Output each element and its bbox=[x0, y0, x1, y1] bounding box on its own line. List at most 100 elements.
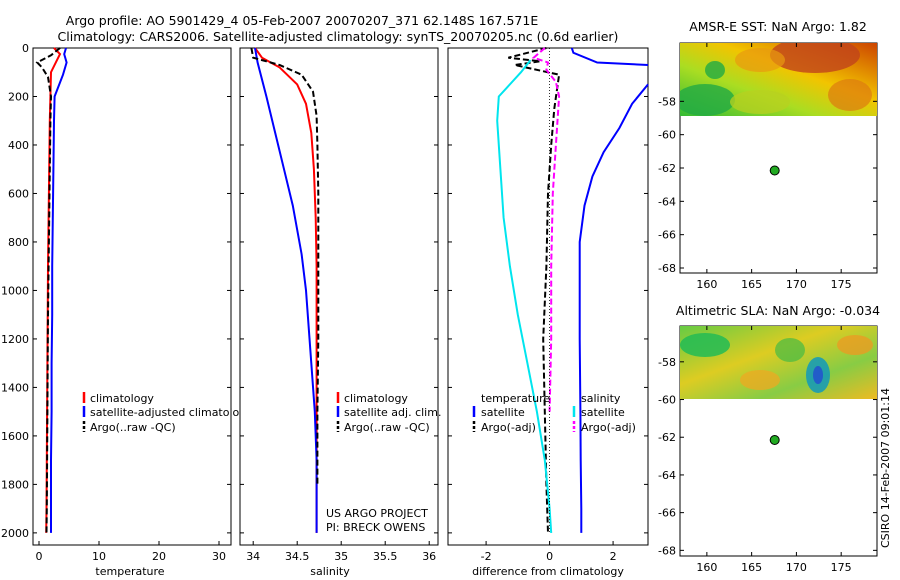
salinity-series-argo-raw-qc- bbox=[250, 47, 320, 485]
depth-tick-label: 800 bbox=[8, 236, 29, 249]
difference-x-tick-label: 2 bbox=[610, 550, 617, 563]
salinity-x-tick-label: 35 bbox=[334, 550, 348, 563]
sst-map-panel: AMSR-E SST: NaN Argo: 1.82 160 165 170 175 -… bbox=[658, 19, 878, 291]
diff-legend-header-salinity: salinity bbox=[581, 392, 621, 405]
sal-legend-satellite: satellite adj. clim. bbox=[344, 406, 441, 419]
difference-panel: -2 0 2 difference from climatology tempera… bbox=[447, 47, 649, 578]
temperature-x-tick-label: 30 bbox=[212, 550, 226, 563]
salinity-x-label: salinity bbox=[310, 565, 350, 578]
pi-annotation: PI: BRECK OWENS bbox=[326, 521, 425, 534]
sst-map-title: AMSR-E SST: NaN Argo: 1.82 bbox=[689, 19, 867, 34]
depth-tick-label: 1600 bbox=[1, 430, 29, 443]
sst-cool-patch bbox=[680, 84, 735, 116]
diff-legend-temp-satellite: satellite bbox=[481, 406, 525, 419]
sla-map-panel: Altimetric SLA: NaN Argo: -0.034 160 165 1… bbox=[658, 303, 880, 574]
salinity-x-tick-label: 34.5 bbox=[285, 550, 310, 563]
altimetric-sla-lat-label: -68 bbox=[658, 544, 676, 557]
temperature-x-tick-label: 0 bbox=[36, 550, 43, 563]
difference-legend: temperature salinity satellite Argo(-adj… bbox=[472, 392, 636, 434]
amsr-e-sst-lat-label: -66 bbox=[658, 229, 676, 242]
argo-float-marker bbox=[769, 435, 780, 445]
depth-tick-label: 1200 bbox=[1, 333, 29, 346]
difference-series-salinity-satellite bbox=[496, 59, 553, 533]
depth-tick-label: 600 bbox=[8, 187, 29, 200]
sst-warm-patch bbox=[770, 43, 860, 73]
temperature-series-climatology bbox=[45, 47, 62, 533]
temperature-x-tick-label: 20 bbox=[152, 550, 166, 563]
amsr-e-sst-lat-label: -64 bbox=[658, 195, 676, 208]
temperature-x-tick-label: 10 bbox=[92, 550, 106, 563]
temperature-plot-area: 0 10 20 30 0 200 400 600 800 1000 1200 1400 1600 1800… bbox=[1, 42, 231, 563]
difference-series-temperature-satellite bbox=[570, 47, 649, 66]
difference-x-label: difference from climatology bbox=[472, 565, 624, 578]
altimetric-sla-lon-label: 160 bbox=[696, 561, 717, 574]
salinity-series-climatology bbox=[254, 47, 318, 533]
sst-warm-patch-2 bbox=[735, 48, 785, 72]
difference-axes-frame bbox=[447, 47, 649, 546]
amsr-e-sst-lat-label: -58 bbox=[658, 95, 676, 108]
sla-low-patch-3 bbox=[775, 338, 805, 362]
sst-cool-patch-2 bbox=[705, 61, 725, 79]
depth-tick-label: 1000 bbox=[1, 284, 29, 297]
altimetric-sla-lon-label: 165 bbox=[741, 561, 762, 574]
difference-x-tick-label: 0 bbox=[546, 550, 553, 563]
depth-tick-label: 2000 bbox=[1, 527, 29, 540]
sla-map-axes: 160 165 170 175 -58 -60 -62 -64 -66 -68 bbox=[658, 326, 877, 574]
altimetric-sla-lat-label: -60 bbox=[658, 394, 676, 407]
temp-legend-argo: Argo(..raw -QC) bbox=[90, 421, 176, 434]
temperature-panel: 0 10 20 30 0 200 400 600 800 1000 1200 1400 1600 1800… bbox=[1, 42, 253, 578]
altimetric-sla-lon-label: 175 bbox=[831, 561, 852, 574]
diff-legend-temp-argo: Argo(-adj) bbox=[481, 421, 536, 434]
amsr-e-sst-lon-label: 170 bbox=[786, 278, 807, 291]
sla-heatmap bbox=[680, 326, 877, 399]
diff-legend-header-temperature: temperature bbox=[481, 392, 550, 405]
sst-warm-patch-3 bbox=[828, 79, 872, 111]
sla-low-core bbox=[813, 366, 823, 384]
csiro-timestamp: CSIRO 14-Feb-2007 09:01:14 bbox=[879, 388, 892, 548]
difference-series-salinity-argo-adj- bbox=[531, 47, 561, 412]
altimetric-sla-lat-label: -58 bbox=[658, 356, 676, 369]
salinity-panel: 34 34.5 35 35.5 36 salinity climatology sate… bbox=[239, 47, 441, 578]
diff-legend-sal-argo: Argo(-adj) bbox=[581, 421, 636, 434]
temperature-axes-frame bbox=[32, 47, 232, 546]
amsr-e-sst-lon-label: 165 bbox=[741, 278, 762, 291]
salinity-axes-frame bbox=[239, 47, 439, 546]
sla-map-title: Altimetric SLA: NaN Argo: -0.034 bbox=[676, 303, 880, 318]
sla-high-patch bbox=[740, 370, 780, 390]
sla-low-patch bbox=[680, 333, 730, 357]
altimetric-sla-lon-label: 170 bbox=[786, 561, 807, 574]
diff-legend-sal-satellite: satellite bbox=[581, 406, 625, 419]
salinity-legend: climatology satellite adj. clim. Argo(..… bbox=[336, 392, 441, 434]
salinity-x-tick-label: 36 bbox=[422, 550, 436, 563]
sal-legend-argo: Argo(..raw -QC) bbox=[344, 421, 430, 434]
sst-map-axes: 160 165 170 175 -58 -60 -62 -64 -66 -68 bbox=[658, 43, 877, 291]
sla-high-patch-2 bbox=[837, 335, 873, 355]
temperature-series-argo-raw-qc- bbox=[35, 47, 61, 533]
amsr-e-sst-lat-label: -68 bbox=[658, 262, 676, 275]
sal-legend-climatology: climatology bbox=[344, 392, 408, 405]
temp-legend-satellite: satellite-adjusted climatology bbox=[90, 406, 253, 419]
difference-x-tick-label: -2 bbox=[481, 550, 492, 563]
salinity-x-tick-label: 35.5 bbox=[373, 550, 398, 563]
temperature-series-satellite-adjusted-climatology bbox=[50, 47, 68, 533]
depth-tick-label: 1400 bbox=[1, 381, 29, 394]
altimetric-sla-lat-label: -62 bbox=[658, 431, 676, 444]
depth-tick-label: 400 bbox=[8, 139, 29, 152]
figure-title-line-1: Argo profile: AO 5901429_4 05-Feb-2007 2… bbox=[66, 13, 539, 28]
project-annotation: US ARGO PROJECT bbox=[326, 507, 428, 520]
difference-series-temperature-argo-adj- bbox=[508, 47, 561, 533]
sst-heatmap bbox=[680, 43, 877, 116]
salinity-x-tick-label: 34 bbox=[246, 550, 260, 563]
sst-mid-patch bbox=[730, 90, 790, 114]
depth-tick-label: 1800 bbox=[1, 478, 29, 491]
temp-legend-climatology: climatology bbox=[90, 392, 154, 405]
figure-title-line-2: Climatology: CARS2006. Satellite-adjuste… bbox=[58, 29, 619, 44]
salinity-plot-area: 34 34.5 35 35.5 36 bbox=[240, 47, 438, 563]
temperature-x-label: temperature bbox=[95, 565, 164, 578]
amsr-e-sst-lat-label: -60 bbox=[658, 129, 676, 142]
difference-plot-area: -2 0 2 bbox=[448, 47, 649, 563]
temperature-legend: climatology satellite-adjusted climatolo… bbox=[82, 392, 253, 434]
amsr-e-sst-lat-label: -62 bbox=[658, 162, 676, 175]
argo-float-marker bbox=[769, 165, 780, 176]
